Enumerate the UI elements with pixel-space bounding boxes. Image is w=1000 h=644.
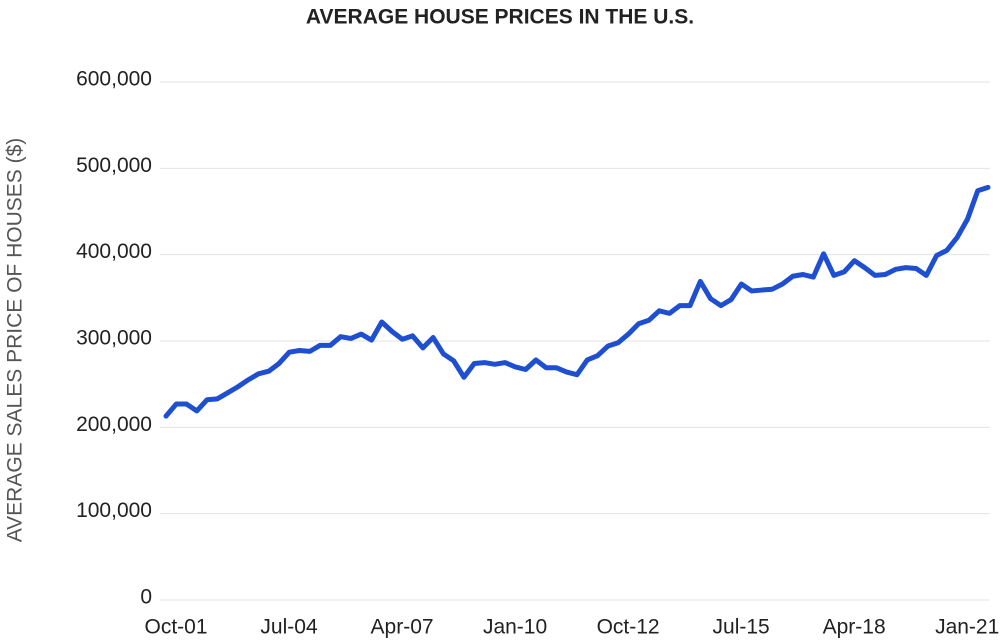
x-tick-label: Jul-15 xyxy=(713,616,770,639)
y-tick-label: 400,000 xyxy=(76,240,152,263)
x-tick-label: Apr-07 xyxy=(371,616,434,639)
y-axis-label: AVERAGE SALES PRICE OF HOUSES ($) xyxy=(4,138,27,543)
chart-title: AVERAGE HOUSE PRICES IN THE U.S. xyxy=(306,6,694,29)
data-line xyxy=(163,184,991,419)
x-tick-label: Jan-10 xyxy=(483,616,547,639)
x-tick-label: Oct-12 xyxy=(597,616,660,639)
x-tick-label: Oct-01 xyxy=(144,616,207,639)
x-tick-label: Apr-18 xyxy=(823,616,886,639)
y-tick-label: 100,000 xyxy=(76,499,152,522)
x-tick-label: Jul-04 xyxy=(260,616,318,639)
y-tick-label: 500,000 xyxy=(76,154,152,177)
y-tick-label: 300,000 xyxy=(76,327,152,350)
x-tick-label: Jan-21 xyxy=(935,616,999,639)
y-tick-label: 600,000 xyxy=(76,68,152,91)
y-tick-label: 0 xyxy=(140,586,152,609)
y-tick-label: 200,000 xyxy=(76,413,152,436)
